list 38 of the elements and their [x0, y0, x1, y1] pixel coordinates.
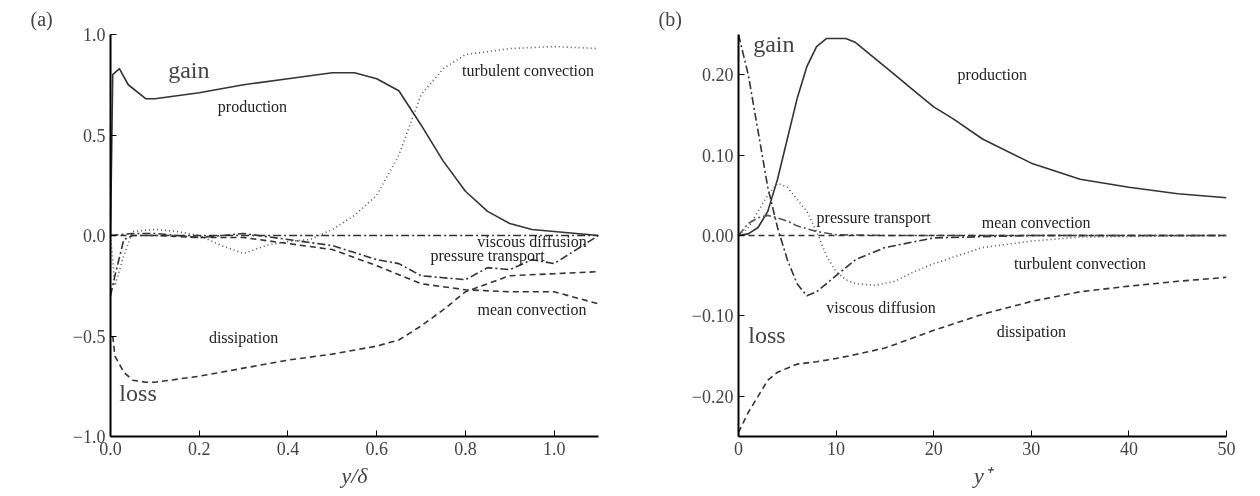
- series-label: production: [217, 97, 288, 116]
- series-label: pressure transport: [816, 208, 932, 227]
- series-label: dissipation: [208, 329, 279, 348]
- x-tick-label: 30: [1022, 438, 1041, 459]
- y-tick-label: 0.20: [702, 65, 734, 86]
- annotation: loss: [119, 380, 157, 407]
- y-tick-label: 0.5: [83, 125, 106, 146]
- series-label: viscous diffusion: [826, 298, 936, 316]
- y-tick-label: −0.10: [691, 306, 734, 327]
- y-tick-label: −0.5: [72, 326, 106, 347]
- annotation: gain: [168, 56, 210, 83]
- x-tick-label: 0.8: [454, 438, 477, 459]
- x-tick-label: 10: [827, 438, 846, 459]
- text: production: [957, 65, 1027, 84]
- series-label: dissipation: [996, 323, 1066, 342]
- series-label: turbulent convection: [462, 61, 595, 79]
- annotation: gain: [753, 31, 795, 58]
- x-tick-label: 0.2: [187, 438, 211, 459]
- x-tick-label: 20: [924, 438, 943, 459]
- x-tick-label: 0: [734, 438, 743, 459]
- chart-title: (a): [30, 7, 53, 31]
- series-label: turbulent convection: [1014, 254, 1147, 272]
- y-tick-label: 0.10: [702, 145, 734, 166]
- x-axis-title: y⁺: [972, 462, 995, 488]
- x-tick-label: 1.0: [542, 438, 566, 459]
- x-axis-title: y/δ: [339, 462, 369, 488]
- x-tick-label: 0.6: [365, 438, 388, 459]
- y-tick-label: −0.20: [691, 386, 734, 407]
- y-tick-label: 1.0: [83, 25, 106, 45]
- y-tick-label: 0.00: [702, 226, 734, 246]
- series-label: mean convection: [981, 214, 1091, 232]
- x-tick-label: 50: [1217, 438, 1236, 459]
- x-tick-label: 40: [1119, 438, 1138, 459]
- y-tick-label: 0.0: [83, 226, 106, 246]
- annotation: loss: [748, 322, 786, 349]
- series-label: mean convection: [477, 300, 587, 318]
- x-tick-label: 0.4: [276, 438, 300, 459]
- chart-title: (b): [658, 7, 682, 31]
